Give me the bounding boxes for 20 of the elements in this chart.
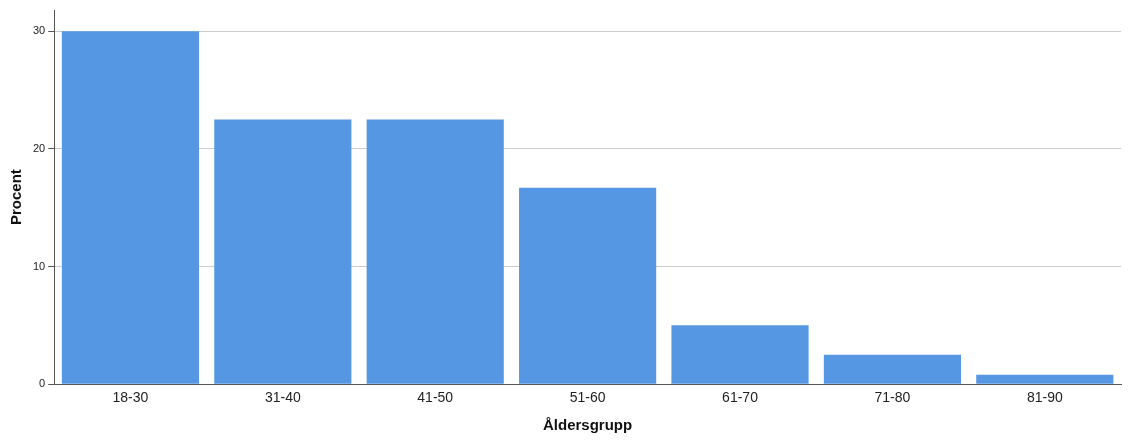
bar (671, 325, 809, 384)
x-tick-label: 81-90 (1026, 389, 1063, 406)
x-tick-label: 61-70 (722, 389, 759, 406)
y-tick-label: 10 (32, 259, 46, 272)
x-tick-label: 51-60 (569, 389, 606, 406)
x-axis-title: Åldersgrupp (543, 416, 633, 434)
x-tick-label: 31-40 (264, 389, 301, 406)
x-tick-label: 41-50 (417, 389, 454, 406)
x-tick-label: 71-80 (874, 389, 911, 406)
y-tick-label: 0 (39, 377, 46, 390)
y-tick-label: 30 (32, 24, 46, 37)
x-tick-label: 18-30 (112, 389, 149, 406)
bar (976, 374, 1114, 384)
bar (519, 187, 657, 384)
y-tick-label: 20 (32, 141, 46, 154)
bar (823, 354, 961, 384)
y-axis-title: Procent (7, 169, 25, 226)
bar (61, 31, 200, 384)
bar (366, 119, 504, 384)
bar (214, 119, 352, 384)
